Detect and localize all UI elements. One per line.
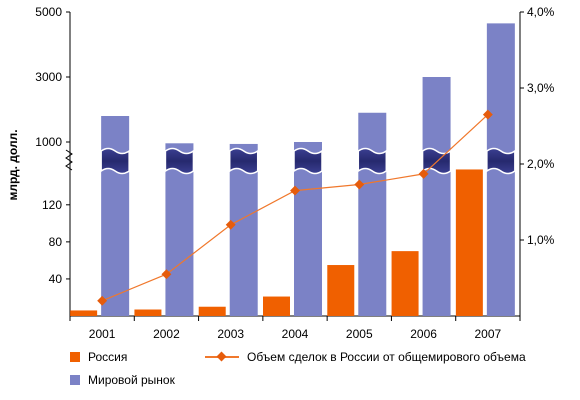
bars (70, 23, 515, 316)
y-tick-label-left: 80 (49, 235, 63, 249)
x-tick-label: 2007 (475, 327, 502, 341)
x-tick-label: 2004 (282, 327, 309, 341)
y-tick-label-left: 1000 (35, 135, 62, 149)
y-tick-label-left: 120 (42, 198, 62, 212)
bar-russia (455, 169, 483, 316)
bar-break-band (228, 147, 259, 175)
x-tick-label: 2003 (217, 327, 244, 341)
bar-break-band (164, 147, 195, 175)
axis-break-zigzag (65, 149, 73, 171)
legend-russia: Россия (70, 350, 127, 364)
y-tick-label-left: 3000 (35, 70, 62, 84)
bar-russia (327, 265, 355, 316)
bar-world (101, 116, 130, 316)
world-swatch (70, 375, 80, 385)
bar-russia (263, 296, 290, 316)
bar-break-band (100, 147, 130, 175)
legend-label-world: Мировой рынок (88, 373, 175, 387)
x-tick-label: 2001 (89, 327, 116, 341)
y-tick-label-left: 5000 (35, 5, 62, 19)
legend-world: Мировой рынок (70, 373, 175, 387)
share-point (161, 269, 172, 280)
share-point (418, 168, 429, 179)
bar-russia (134, 309, 162, 316)
share-point (354, 179, 365, 190)
bar-break-band (357, 147, 388, 175)
chart: 5000 3000 1000 120 80 40 4,0% 3,0% 2,0% 1,0% 2001 2… (6, 5, 555, 341)
x-tick-label: 2002 (153, 327, 180, 341)
share-line (97, 109, 493, 306)
y-tick-label-right: 4,0% (527, 5, 555, 19)
legend-label-russia: Россия (88, 350, 128, 364)
share-point (225, 219, 236, 230)
axis-break-marks (65, 147, 516, 175)
y-tick-label-right: 1,0% (527, 233, 555, 247)
tick-labels: 5000 3000 1000 120 80 40 4,0% 3,0% 2,0% 1,0% 2001 2… (35, 5, 554, 341)
y-axis-label: млрд. долл. (6, 129, 20, 200)
y-tick-label-left: 40 (49, 272, 63, 286)
y-tick-label-right: 3,0% (527, 81, 555, 95)
russia-swatch (70, 352, 80, 362)
bar-russia (70, 310, 98, 316)
legend-label-share: Объем сделок в России от общемирового об… (247, 350, 526, 364)
share-line-swatch (205, 352, 239, 362)
y-tick-label-right: 2,0% (527, 157, 555, 171)
bar-russia (198, 306, 226, 316)
bar-world (358, 112, 387, 316)
x-tick-label: 2005 (346, 327, 373, 341)
share-point (290, 185, 300, 196)
bar-russia (391, 251, 419, 316)
bar-break-band (293, 147, 323, 175)
legend-share: Объем сделок в России от общемирового об… (205, 350, 526, 364)
bar-world (422, 77, 451, 316)
x-tick-label: 2006 (410, 327, 437, 341)
bar-break-band (486, 147, 516, 175)
